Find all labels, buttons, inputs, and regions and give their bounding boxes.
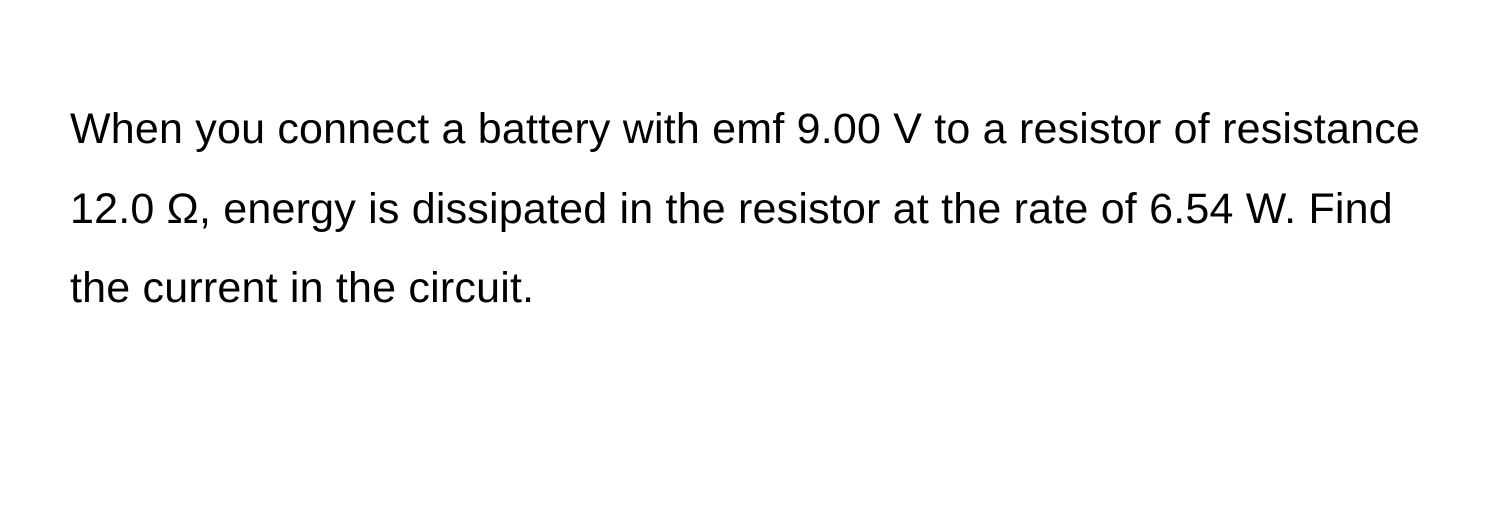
physics-problem-text: When you connect a battery with emf 9.00… [70, 90, 1435, 329]
